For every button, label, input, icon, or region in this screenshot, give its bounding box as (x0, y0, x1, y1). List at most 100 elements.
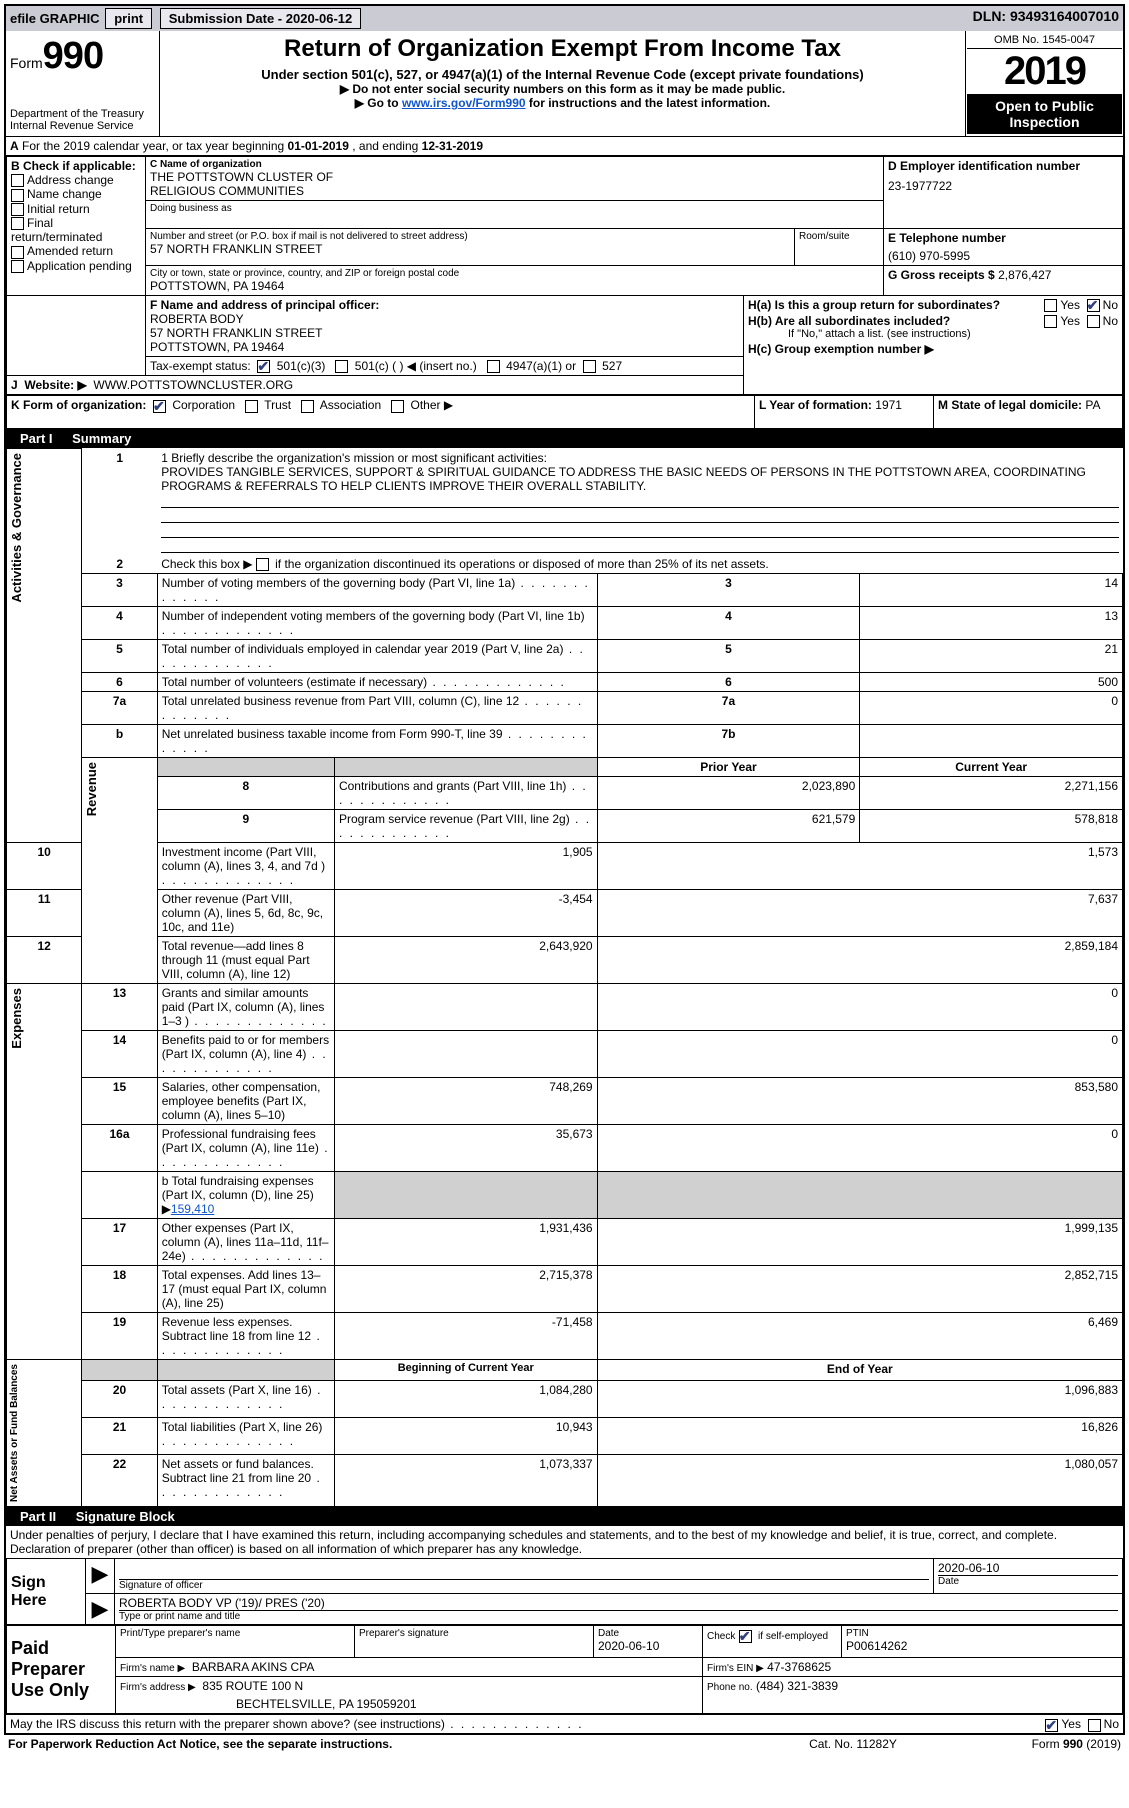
period-line: A For the 2019 calendar year, or tax yea… (6, 137, 1123, 156)
l12: Total revenue—add lines 8 through 11 (mu… (162, 939, 310, 981)
c13: 0 (597, 984, 1122, 1031)
yes-label: Yes (1060, 314, 1080, 328)
p14 (334, 1031, 597, 1078)
l16a: Professional fundraising fees (Part IX, … (162, 1127, 330, 1169)
officer-addr1: 57 NORTH FRANKLIN STREET (150, 326, 739, 340)
firm-phone-label: Phone no. (707, 1682, 753, 1693)
ha-no-cb[interactable] (1087, 299, 1100, 312)
k-assoc-cb[interactable] (301, 400, 314, 413)
state-domicile-label: M State of legal domicile: (938, 398, 1082, 412)
l15: Salaries, other compensation, employee b… (162, 1080, 321, 1122)
org-name-label: C Name of organization (150, 159, 879, 170)
c14: 0 (597, 1031, 1122, 1078)
te-527: 527 (602, 359, 622, 373)
ha-row: H(a) Is this a group return for subordin… (748, 298, 1118, 312)
l3: Number of voting members of the governin… (162, 576, 590, 604)
hb-yes-cb[interactable] (1044, 315, 1057, 328)
k-assoc: Association (320, 398, 381, 412)
cb-application-pending[interactable]: Application pending (11, 259, 141, 273)
officer-sig-label: Signature of officer (119, 1580, 929, 1591)
part1-header: Part I Summary (6, 429, 1123, 448)
k-trust-cb[interactable] (245, 400, 258, 413)
cb-final-return[interactable]: Final return/terminated (11, 216, 141, 244)
officer-label: F Name and address of principal officer: (150, 298, 739, 312)
self-employed-cb[interactable] (739, 1630, 752, 1643)
discuss-no-cb[interactable] (1088, 1719, 1101, 1732)
c17: 1,999,135 (597, 1219, 1122, 1266)
l16b-link[interactable]: 159,410 (171, 1202, 214, 1216)
open-to-public: Open to Public Inspection (967, 94, 1122, 134)
vlabel-expenses: Expenses (7, 984, 26, 1053)
gross-receipts-value: 2,876,427 (998, 268, 1051, 282)
beg-year-hdr: Beginning of Current Year (334, 1360, 597, 1381)
dba-label: Doing business as (150, 203, 879, 214)
hc-row: H(c) Group exemption number ▶ (748, 342, 1118, 356)
website-label: Website: ▶ (24, 378, 86, 392)
l8: Contributions and grants (Part VIII, lin… (339, 779, 588, 807)
hc-label: H(c) Group exemption number ▶ (748, 342, 934, 356)
paid-preparer-label: Paid Preparer Use Only (7, 1626, 116, 1714)
shade (334, 1172, 597, 1219)
pra-notice: For Paperwork Reduction Act Notice, see … (4, 1735, 749, 1753)
phone-value: (610) 970-5995 (888, 249, 1118, 263)
gross-receipts-label: G Gross receipts $ (888, 268, 995, 282)
te-4947-cb[interactable] (487, 360, 500, 373)
firm-addr-label: Firm's address ▶ (120, 1682, 196, 1693)
ptin-value: P00614262 (846, 1639, 1118, 1653)
c18: 2,852,715 (597, 1266, 1122, 1313)
l2-cb[interactable] (256, 558, 269, 571)
v7a: 0 (860, 692, 1123, 725)
period-pre: For the 2019 calendar year, or tax year … (22, 139, 288, 153)
period-mid: , and ending (349, 139, 422, 153)
l19: Revenue less expenses. Subtract line 18 … (162, 1315, 322, 1357)
efile-label: efile GRAPHIC (10, 11, 100, 26)
prep-date-label: Date (598, 1628, 698, 1639)
cb-name-change[interactable]: Name change (11, 187, 141, 201)
hb-no-cb[interactable] (1087, 315, 1100, 328)
form-title: Return of Organization Exempt From Incom… (168, 35, 957, 63)
yes-label: Yes (1060, 298, 1080, 312)
l5: Total number of individuals employed in … (162, 642, 585, 670)
prep-date: 2020-06-10 (598, 1639, 698, 1653)
k-corp-cb[interactable] (153, 400, 166, 413)
form-num: 990 (43, 35, 103, 77)
l9: Program service revenue (Part VIII, line… (339, 812, 591, 840)
cb-amended-return[interactable]: Amended return (11, 244, 141, 258)
te-527-cb[interactable] (583, 360, 596, 373)
form-footer: Form 990 (2019) (957, 1735, 1125, 1753)
yes-label: Yes (1061, 1717, 1081, 1731)
te-501c-cb[interactable] (335, 360, 348, 373)
p20: 1,084,280 (334, 1381, 597, 1418)
c12: 2,859,184 (597, 937, 1122, 984)
l14: Benefits paid to or for members (Part IX… (162, 1033, 329, 1075)
year-formation: 1971 (875, 398, 902, 412)
addr-value: 57 NORTH FRANKLIN STREET (150, 242, 790, 256)
prep-sig-label: Preparer's signature (359, 1628, 589, 1639)
no-label: No (1103, 298, 1118, 312)
k-other-cb[interactable] (391, 400, 404, 413)
discuss-yes-cb[interactable] (1045, 1719, 1058, 1732)
l20: Total assets (Part X, line 16) (162, 1383, 323, 1411)
firm-ein-label: Firm's EIN ▶ (707, 1663, 764, 1674)
sign-arrow-icon: ▶ (86, 1594, 115, 1625)
current-year-hdr: Current Year (860, 758, 1123, 777)
sign-here-label: Sign Here (7, 1559, 86, 1625)
hb-row: H(b) Are all subordinates included? Yes … (748, 314, 1118, 328)
mission-rule (161, 508, 1118, 523)
p10: 1,905 (334, 843, 597, 890)
addr-label: Number and street (or P.O. box if mail i… (150, 231, 790, 242)
end-year-hdr: End of Year (597, 1360, 1122, 1381)
irs-link[interactable]: www.irs.gov/Form990 (402, 96, 526, 110)
cb-label: Name change (27, 187, 102, 201)
top-toolbar: efile GRAPHIC print Submission Date - 20… (6, 6, 1123, 31)
ein-label: D Employer identification number (888, 159, 1118, 173)
ein-value: 23-1977722 (888, 179, 1118, 193)
dba-value (150, 214, 879, 226)
officer-sig-line (119, 1561, 929, 1580)
cb-initial-return[interactable]: Initial return (11, 202, 141, 216)
ha-yes-cb[interactable] (1044, 299, 1057, 312)
cb-address-change[interactable]: Address change (11, 173, 141, 187)
te-501c3-cb[interactable] (257, 360, 270, 373)
firm-ein: 47-3768625 (767, 1660, 831, 1674)
print-button[interactable]: print (105, 8, 152, 29)
